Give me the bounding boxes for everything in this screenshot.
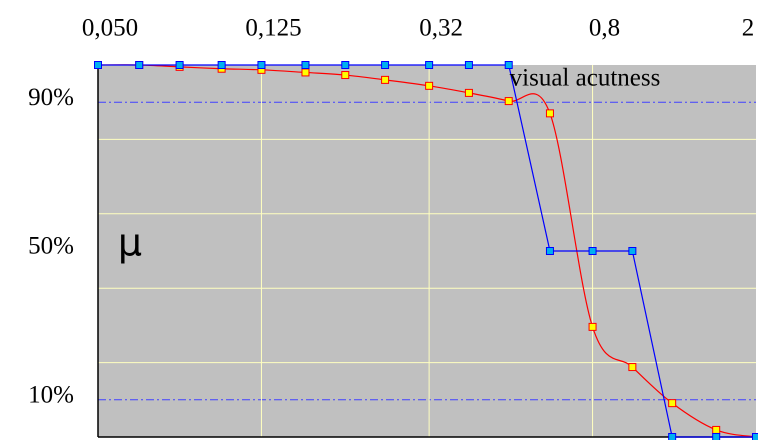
data-point <box>588 247 597 255</box>
data-point <box>464 88 473 97</box>
data-point <box>588 322 597 331</box>
data-point <box>628 363 637 372</box>
annotation: μ <box>118 221 142 265</box>
data-point <box>94 61 102 69</box>
data-point <box>381 61 390 69</box>
data-point <box>504 97 513 106</box>
data-point <box>381 75 390 84</box>
data-point <box>545 109 554 118</box>
annotation: visual acutness <box>510 65 661 92</box>
data-point <box>464 61 473 69</box>
data-point <box>628 247 637 255</box>
data-point <box>257 61 266 69</box>
data-point <box>668 433 677 440</box>
x-tick-label: 2 <box>742 15 755 42</box>
data-point <box>668 399 677 408</box>
data-point <box>504 61 513 69</box>
x-tick-label: 0,050 <box>82 15 138 42</box>
data-point <box>301 61 310 69</box>
data-point <box>752 433 758 440</box>
data-point <box>135 61 144 69</box>
data-point <box>712 433 721 440</box>
y-tick-label: 10% <box>28 382 74 409</box>
data-point <box>301 68 310 77</box>
y-tick-label: 50% <box>28 233 74 260</box>
data-point <box>425 81 434 90</box>
plot-background <box>98 65 756 437</box>
data-point <box>217 61 226 69</box>
plot-area <box>97 65 756 438</box>
x-tick-label: 0,8 <box>589 15 620 42</box>
data-point <box>425 61 434 69</box>
data-point <box>341 61 350 69</box>
data-point <box>545 247 554 255</box>
x-tick-label: 0,32 <box>419 15 463 42</box>
data-point <box>341 71 350 80</box>
data-point <box>175 61 184 69</box>
y-tick-label: 90% <box>28 84 74 111</box>
x-tick-label: 0,125 <box>245 15 301 42</box>
data-point <box>712 425 721 434</box>
